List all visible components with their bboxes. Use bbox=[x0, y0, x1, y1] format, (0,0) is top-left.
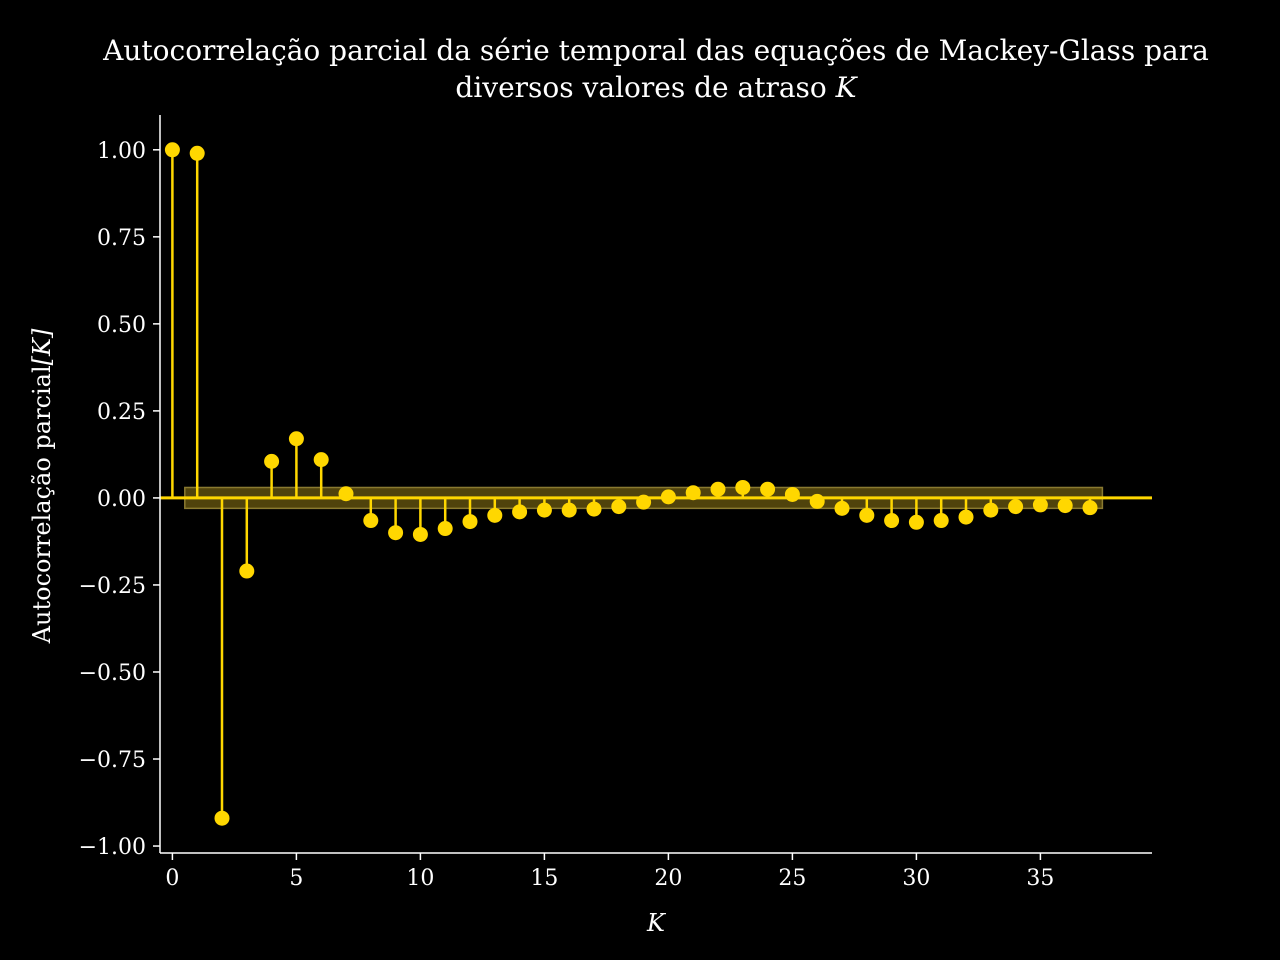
stem-marker-5 bbox=[288, 431, 304, 447]
axes-layer: 0 5 10 15 20 25 30 35 1.00 0.75 0.50 0.25 0.00 −0.25 −… bbox=[79, 115, 1152, 891]
stem-marker-10 bbox=[412, 526, 428, 542]
stem-marker-15 bbox=[536, 502, 552, 518]
y-axis-label: Autocorrelação parcial[K] bbox=[28, 328, 56, 644]
y-tick-label-0: 1.00 bbox=[97, 139, 146, 164]
stem-marker-0 bbox=[164, 142, 180, 158]
chart-title-line1: Autocorrelação parcial da série temporal… bbox=[102, 34, 1209, 67]
stem-marker-8 bbox=[363, 513, 379, 529]
y-tick-label-8: −1.00 bbox=[79, 835, 146, 860]
stem-marker-2 bbox=[214, 810, 230, 826]
y-tick-label-6: −0.50 bbox=[79, 661, 146, 686]
stem-marker-14 bbox=[512, 504, 528, 520]
stem-marker-22 bbox=[710, 481, 726, 497]
y-tick-label-5: −0.25 bbox=[79, 574, 146, 599]
stem-marker-6 bbox=[313, 452, 329, 468]
stem-marker-33 bbox=[983, 502, 999, 518]
stem-marker-34 bbox=[1008, 499, 1024, 515]
x-axis-label: K bbox=[646, 909, 667, 937]
stem-marker-9 bbox=[388, 525, 404, 541]
y-tick-label-7: −0.75 bbox=[79, 748, 146, 773]
stem-marker-20 bbox=[660, 489, 676, 505]
stem-marker-4 bbox=[264, 453, 280, 469]
stem-layer bbox=[160, 142, 1152, 826]
stem-marker-16 bbox=[561, 502, 577, 518]
x-tick-label-25: 25 bbox=[778, 866, 806, 891]
y-tick-label-4: 0.00 bbox=[97, 487, 146, 512]
x-tick-label-20: 20 bbox=[654, 866, 682, 891]
stem-marker-3 bbox=[239, 563, 255, 579]
stem-marker-7 bbox=[338, 486, 354, 502]
stem-marker-27 bbox=[834, 500, 850, 516]
stem-marker-32 bbox=[958, 509, 974, 525]
chart-title-line2: diversos valores de atraso K bbox=[455, 71, 858, 104]
stem-marker-25 bbox=[784, 486, 800, 502]
stem-marker-21 bbox=[685, 485, 701, 501]
x-tick-label-35: 35 bbox=[1026, 866, 1054, 891]
x-tick-label-10: 10 bbox=[406, 866, 434, 891]
stem-marker-23 bbox=[735, 479, 751, 495]
y-tick-label-3: 0.25 bbox=[97, 400, 146, 425]
y-tick-label-2: 0.50 bbox=[97, 313, 146, 338]
stem-marker-13 bbox=[487, 507, 503, 523]
stem-marker-28 bbox=[859, 507, 875, 523]
stem-marker-35 bbox=[1032, 497, 1048, 513]
stem-marker-29 bbox=[884, 513, 900, 529]
stem-marker-26 bbox=[809, 493, 825, 509]
stem-marker-12 bbox=[462, 514, 478, 530]
stem-marker-30 bbox=[908, 514, 924, 530]
stem-marker-11 bbox=[437, 521, 453, 537]
stem-marker-31 bbox=[933, 513, 949, 529]
x-tick-label-30: 30 bbox=[902, 866, 930, 891]
x-tick-label-15: 15 bbox=[530, 866, 558, 891]
stem-marker-37 bbox=[1082, 500, 1098, 516]
stem-marker-19 bbox=[636, 494, 652, 510]
stem-marker-36 bbox=[1057, 498, 1073, 514]
stem-marker-18 bbox=[611, 499, 627, 515]
x-tick-label-5: 5 bbox=[289, 866, 303, 891]
stem-marker-17 bbox=[586, 501, 602, 517]
stem-marker-24 bbox=[760, 481, 776, 497]
x-tick-label-0: 0 bbox=[165, 866, 179, 891]
y-tick-label-1: 0.75 bbox=[97, 226, 146, 251]
stem-marker-1 bbox=[189, 145, 205, 161]
